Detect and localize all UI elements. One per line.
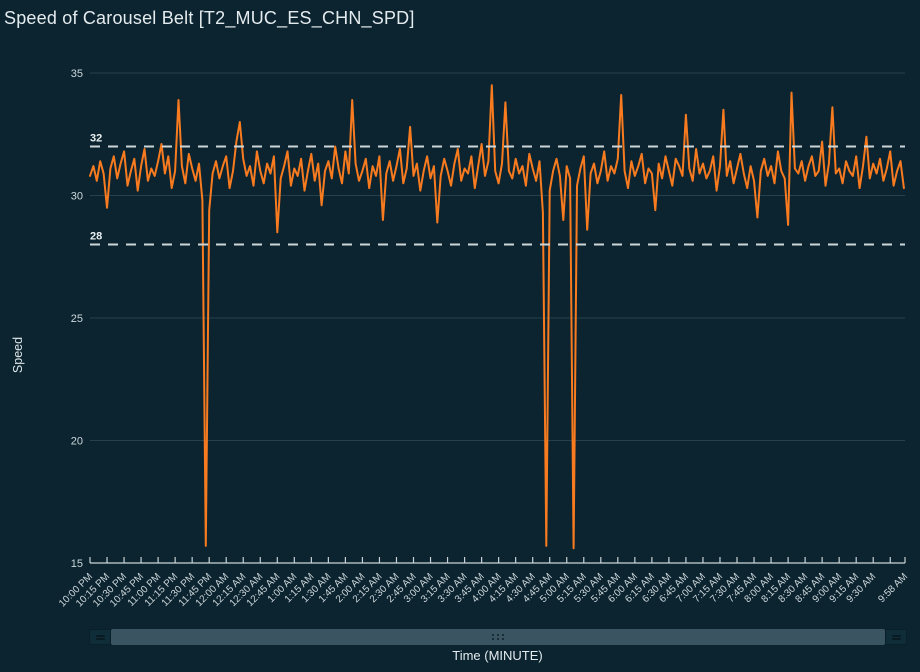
x-tick-label: 9:58 AM: [876, 571, 910, 605]
x-zoom-scrollbar[interactable]: [89, 629, 907, 645]
speed-series-line: [89, 84, 905, 550]
scrollbar-right-handle[interactable]: [885, 629, 907, 645]
y-tick-label: 30: [71, 191, 83, 203]
drag-handle-icon: [891, 634, 901, 641]
chart-title: Speed of Carousel Belt [T2_MUC_ES_CHN_SP…: [4, 8, 415, 28]
threshold-label: 32: [90, 133, 102, 145]
y-tick-label: 35: [71, 68, 83, 80]
x-axis-title: Time (MINUTE): [452, 648, 543, 663]
y-tick-label: 25: [71, 313, 83, 325]
y-tick-label: 20: [71, 436, 83, 448]
scrollbar-left-handle[interactable]: [89, 629, 111, 645]
grip-dots-icon[interactable]: [492, 634, 504, 640]
y-tick-label: 15: [71, 558, 83, 570]
threshold-label: 28: [90, 231, 102, 243]
y-axis-title: Speed: [11, 337, 25, 373]
drag-handle-icon: [95, 634, 105, 641]
scrollbar-track[interactable]: [111, 629, 885, 645]
